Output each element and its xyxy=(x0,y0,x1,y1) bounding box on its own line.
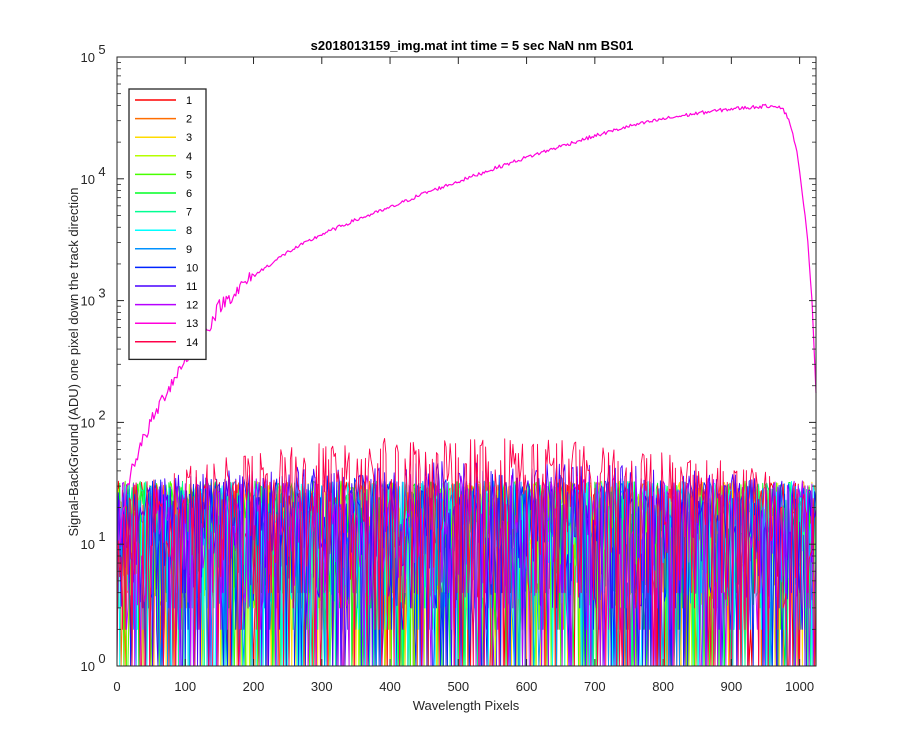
legend-label-2: 2 xyxy=(186,114,192,126)
legend-label-6: 6 xyxy=(186,188,192,200)
x-tick-label: 1000 xyxy=(785,679,814,694)
x-tick-label: 300 xyxy=(311,679,333,694)
legend-label-3: 3 xyxy=(186,132,192,144)
y-tick-label-exponent: 4 xyxy=(98,164,105,179)
y-tick-label: 10 xyxy=(81,172,95,187)
chart-title: s2018013159_img.mat int time = 5 sec NaN… xyxy=(311,38,634,53)
legend-box xyxy=(128,88,207,361)
x-tick-label: 200 xyxy=(243,679,265,694)
x-tick-label: 400 xyxy=(379,679,401,694)
legend-label-8: 8 xyxy=(186,225,192,237)
y-tick-label: 10 xyxy=(81,294,95,309)
y-tick-label-exponent: 1 xyxy=(98,529,105,544)
x-tick-label: 600 xyxy=(516,679,538,694)
legend-label-9: 9 xyxy=(186,244,192,256)
x-tick-label: 800 xyxy=(652,679,674,694)
y-tick-label: 10 xyxy=(81,50,95,65)
x-tick-label: 0 xyxy=(113,679,120,694)
legend-label-7: 7 xyxy=(186,207,192,219)
series-line-14 xyxy=(116,437,817,667)
axes-box xyxy=(116,56,817,667)
y-tick-label: 10 xyxy=(81,659,95,674)
legend-label-4: 4 xyxy=(186,151,192,163)
y-tick-label-exponent: 5 xyxy=(98,42,105,57)
y-tick-label-exponent: 2 xyxy=(98,407,105,422)
y-tick-label-exponent: 3 xyxy=(98,286,105,301)
x-tick-label: 900 xyxy=(721,679,743,694)
legend-label-14: 14 xyxy=(186,337,198,349)
legend-label-10: 10 xyxy=(186,262,198,274)
legend-label-13: 13 xyxy=(186,318,198,330)
series-layer xyxy=(116,103,817,667)
y-tick-label: 10 xyxy=(81,415,95,430)
axes-layer: 0 100 200 300 400 500 600 700 800 900 100010010110… xyxy=(81,42,817,694)
x-axis-label: Wavelength Pixels xyxy=(413,698,520,713)
x-tick-label: 500 xyxy=(447,679,469,694)
x-tick-label: 700 xyxy=(584,679,606,694)
series-line-13 xyxy=(116,103,817,553)
y-tick-label-exponent: 0 xyxy=(98,651,105,666)
legend-label-5: 5 xyxy=(186,169,192,181)
x-tick-label: 100 xyxy=(174,679,196,694)
y-axis-label: Signal-BackGround (ADU) one pixel down t… xyxy=(66,187,81,536)
y-tick-label: 10 xyxy=(81,537,95,552)
legend-label-11: 11 xyxy=(186,281,197,293)
legend-label-1: 1 xyxy=(186,95,192,107)
legend-label-12: 12 xyxy=(186,300,198,312)
